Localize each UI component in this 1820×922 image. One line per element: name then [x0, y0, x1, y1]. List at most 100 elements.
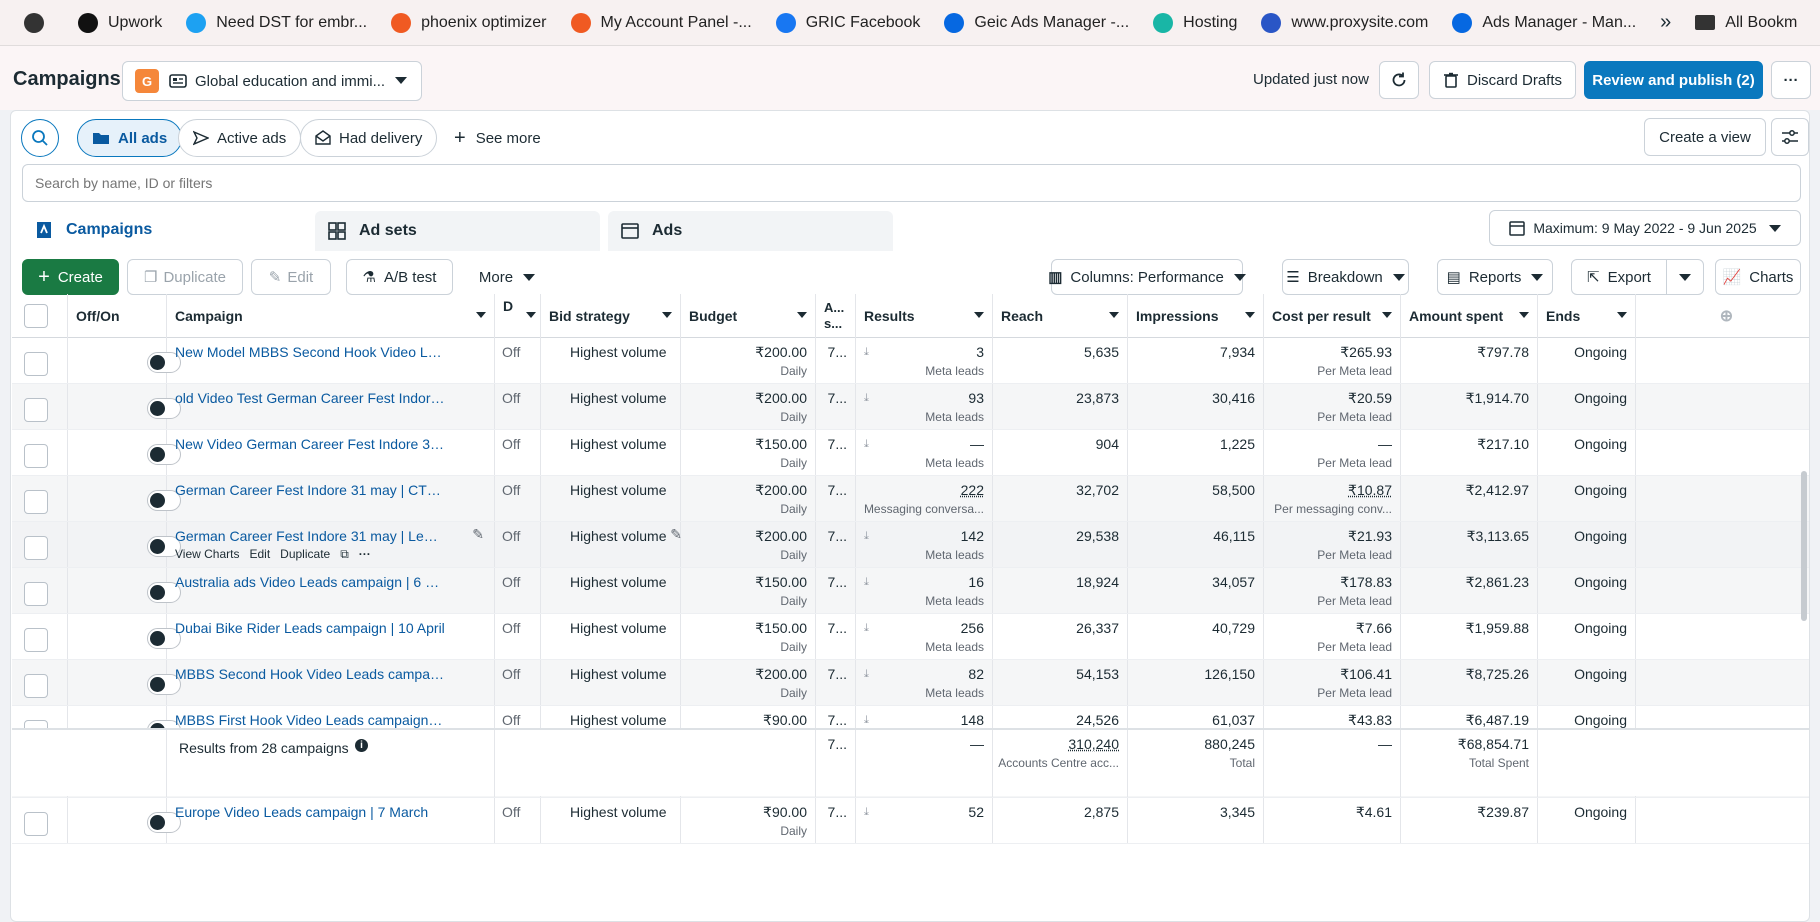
- table-row[interactable]: New Video German Career Fest Indore 31 m…: [12, 430, 1809, 476]
- campaign-name-link[interactable]: MBBS Second Hook Video Leads campaign | …: [175, 666, 445, 682]
- breakdown-dropdown[interactable]: ☰ Breakdown: [1282, 259, 1409, 295]
- export-button[interactable]: ⇱ Export: [1571, 259, 1667, 295]
- columns-dropdown[interactable]: ▥ Columns: Performance: [1048, 259, 1246, 295]
- chevron-right-icon[interactable]: »: [1660, 11, 1672, 33]
- date-range-picker[interactable]: Maximum: 9 May 2022 - 9 Jun 2025: [1489, 210, 1801, 246]
- bookmark-item[interactable]: Geic Ads Manager -...: [944, 12, 1129, 33]
- filter-had-delivery[interactable]: Had delivery: [300, 119, 438, 157]
- filter-active-ads[interactable]: Active ads: [178, 119, 302, 157]
- table-row[interactable]: German Career Fest Indore 31 may | CTWA O…: [12, 476, 1809, 522]
- discard-drafts-button[interactable]: Discard Drafts: [1429, 61, 1576, 99]
- bookmark-item[interactable]: [24, 12, 54, 33]
- bookmark-item[interactable]: www.proxysite.com: [1261, 12, 1428, 33]
- col-attribution[interactable]: A... s...: [816, 294, 856, 338]
- pencil-icon[interactable]: ✎: [472, 526, 484, 542]
- row-edit-button[interactable]: Edit: [249, 547, 271, 561]
- bookmark-item[interactable]: phoenix optimizer: [391, 12, 547, 33]
- row-checkbox[interactable]: [24, 398, 48, 422]
- duplicate-button[interactable]: ❐ Duplicate: [127, 259, 243, 295]
- table-row[interactable]: Europe Video Leads campaign | 7 March Off…: [12, 798, 1809, 844]
- table-scrollbar[interactable]: [1801, 471, 1807, 621]
- row-checkbox[interactable]: [24, 352, 48, 376]
- campaign-name-link[interactable]: German Career Fest Indore 31 may | Leads…: [175, 528, 445, 544]
- export-dropdown-button[interactable]: [1666, 259, 1704, 295]
- campaign-toggle[interactable]: [147, 674, 181, 695]
- table-row[interactable]: MBBS Second Hook Video Leads campaign | …: [12, 660, 1809, 706]
- campaign-name-link[interactable]: Australia ads Video Leads campaign | 6 M…: [175, 574, 445, 590]
- create-view-button[interactable]: Create a view: [1644, 118, 1766, 156]
- row-checkbox[interactable]: [24, 536, 48, 560]
- view-charts-button[interactable]: View Charts: [175, 547, 240, 561]
- campaign-toggle[interactable]: [147, 812, 181, 833]
- tab-campaigns[interactable]: Campaigns: [22, 208, 307, 252]
- create-button[interactable]: + Create: [22, 259, 119, 295]
- charts-button[interactable]: 📈 Charts: [1715, 259, 1801, 295]
- refresh-button[interactable]: [1379, 61, 1419, 99]
- add-column-button[interactable]: ⊕: [1636, 294, 1809, 338]
- see-more-button[interactable]: + See more: [439, 119, 556, 157]
- col-campaign[interactable]: Campaign: [167, 294, 495, 338]
- table-row[interactable]: German Career Fest Indore 31 may | Leads…: [12, 522, 1809, 568]
- campaign-name-link[interactable]: old Video Test German Career Fest Indore…: [175, 390, 445, 406]
- campaign-toggle[interactable]: [147, 444, 181, 465]
- row-checkbox[interactable]: [24, 628, 48, 652]
- campaign-name-link[interactable]: Dubai Bike Rider Leads campaign | 10 Apr…: [175, 620, 445, 636]
- bookmark-item[interactable]: All Bookm: [1695, 14, 1797, 32]
- col-cost-per-result[interactable]: Cost per result: [1264, 294, 1401, 338]
- edit-button[interactable]: ✎ Edit: [251, 259, 331, 295]
- campaign-name-link[interactable]: German Career Fest Indore 31 may | CTWA: [175, 482, 445, 498]
- col-results[interactable]: Results: [856, 294, 993, 338]
- col-off-on[interactable]: Off/On: [68, 294, 167, 338]
- view-settings-button[interactable]: [1771, 118, 1809, 156]
- campaign-toggle[interactable]: [147, 398, 181, 419]
- tab-ad-sets[interactable]: Ad sets: [315, 211, 600, 251]
- col-reach[interactable]: Reach: [993, 294, 1128, 338]
- tab-ads[interactable]: Ads: [608, 211, 893, 251]
- table-row[interactable]: New Model MBBS Second Hook Video Leads c…: [12, 338, 1809, 384]
- campaign-toggle[interactable]: [147, 490, 181, 511]
- col-ends[interactable]: Ends: [1538, 294, 1636, 338]
- select-all-checkbox[interactable]: [24, 304, 48, 328]
- row-duplicate-button[interactable]: Duplicate: [280, 547, 331, 561]
- campaign-toggle[interactable]: [147, 628, 181, 649]
- search-input[interactable]: [22, 164, 1801, 202]
- row-checkbox[interactable]: [24, 490, 48, 514]
- pencil-icon[interactable]: ✎: [670, 526, 682, 542]
- bookmark-item[interactable]: Hosting: [1153, 12, 1237, 33]
- campaign-toggle[interactable]: [147, 352, 181, 373]
- row-more-button[interactable]: ···: [358, 547, 371, 561]
- bookmark-item[interactable]: Ads Manager - Man...: [1452, 12, 1636, 33]
- search-button[interactable]: [21, 119, 59, 157]
- campaign-toggle[interactable]: [147, 536, 181, 557]
- campaign-name-link[interactable]: Europe Video Leads campaign | 7 March: [175, 804, 429, 820]
- review-publish-button[interactable]: Review and publish (2): [1584, 61, 1763, 99]
- bookmark-item[interactable]: GRIC Facebook: [775, 12, 920, 33]
- account-selector[interactable]: G Global education and immi...: [122, 61, 422, 101]
- more-dropdown[interactable]: More: [467, 259, 547, 295]
- filter-all-ads[interactable]: All ads: [77, 119, 183, 157]
- row-checkbox[interactable]: [24, 444, 48, 468]
- open-link-icon[interactable]: ⧉: [340, 547, 349, 561]
- col-delivery[interactable]: D: [495, 294, 541, 338]
- col-budget[interactable]: Budget: [681, 294, 816, 338]
- more-options-button[interactable]: ···: [1771, 61, 1811, 99]
- campaign-toggle[interactable]: [147, 582, 181, 603]
- table-row[interactable]: Australia ads Video Leads campaign | 6 M…: [12, 568, 1809, 614]
- col-impressions[interactable]: Impressions: [1128, 294, 1264, 338]
- campaign-name-link[interactable]: New Model MBBS Second Hook Video Leads c…: [175, 344, 445, 360]
- campaign-name-link[interactable]: New Video German Career Fest Indore 31 m…: [175, 436, 445, 452]
- row-checkbox[interactable]: [24, 812, 48, 836]
- row-checkbox[interactable]: [24, 582, 48, 606]
- table-row[interactable]: old Video Test German Career Fest Indore…: [12, 384, 1809, 430]
- bookmark-item[interactable]: Need DST for embr...: [186, 12, 367, 33]
- col-bid-strategy[interactable]: Bid strategy: [541, 294, 681, 338]
- info-icon[interactable]: i: [355, 739, 368, 752]
- table-row[interactable]: Dubai Bike Rider Leads campaign | 10 Apr…: [12, 614, 1809, 660]
- row-checkbox[interactable]: [24, 674, 48, 698]
- col-amount-spent[interactable]: Amount spent: [1401, 294, 1538, 338]
- bookmark-item[interactable]: Upwork: [78, 12, 162, 33]
- reports-dropdown[interactable]: ▤ Reports: [1437, 259, 1553, 295]
- campaign-name-link[interactable]: MBBS First Hook Video Leads campaign | 1…: [175, 712, 445, 728]
- bookmark-item[interactable]: My Account Panel -...: [570, 12, 752, 33]
- ab-test-button[interactable]: ⚗ A/B test: [346, 259, 453, 295]
